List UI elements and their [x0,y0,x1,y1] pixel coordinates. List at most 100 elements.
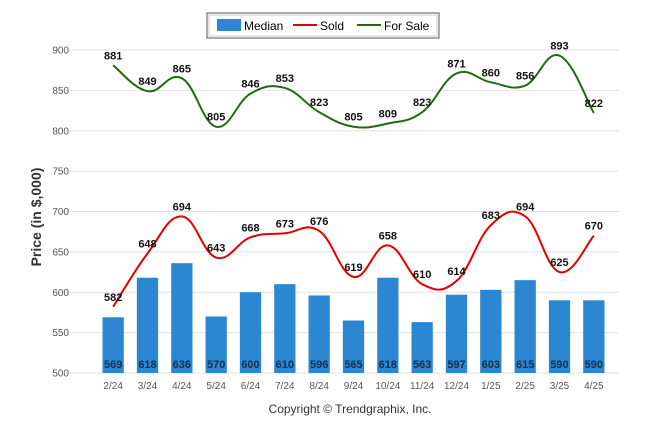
sold-point-label: 694 [173,201,192,213]
sold-point-label: 643 [207,243,225,255]
legend-forsale-label: For Sale [384,19,430,33]
series-lines [112,54,595,308]
for-sale-point-label: 860 [482,67,500,79]
median-bar [583,300,605,373]
legend-box [206,12,440,39]
y-axis-label: Price (in $,000) [28,168,44,267]
x-tick-label: 3/25 [550,381,570,392]
median-bar-label: 610 [276,359,294,371]
x-axis-ticks: 2/24 3/24 4/24 5/24 6/24 7/24 8/24 9/24 10/24 11/… [103,381,604,392]
median-bar-label: 618 [138,359,156,371]
median-bars [102,263,605,373]
x-tick-label: 4/25 [584,381,604,392]
x-tick-label: 2/25 [515,381,535,392]
y-tick-label: 550 [52,328,69,339]
x-tick-label: 10/24 [375,381,400,392]
median-bar-label: 590 [585,359,603,371]
x-tick-label: 11/24 [410,381,435,392]
for-sale-point-label: 853 [276,73,294,85]
x-tick-label: 2/24 [103,381,123,392]
for-sale-point-label: 805 [207,112,225,124]
median-bar [480,289,502,373]
for-sale-point-label: 805 [344,112,362,124]
x-tick-label: 9/24 [344,381,364,392]
median-bar [171,263,193,373]
for-sale-point-label: 809 [379,108,397,120]
x-tick-label: 6/24 [241,381,261,392]
y-axis-ticks: 500 550 600 650 700 750 800 850 900 [52,46,69,380]
sold-point-label: 694 [516,201,535,213]
sold-point-label: 648 [138,238,156,250]
median-bar-label: 570 [207,359,225,371]
for-sale-point-label: 893 [550,41,568,53]
copyright-text: Copyright © Trendgraphix, Inc. [269,402,432,416]
sold-point-label: 683 [482,210,500,222]
median-bar [308,295,330,373]
legend-median-label: Median [244,19,283,33]
sold-line [112,210,595,308]
median-bar-label: 565 [344,359,362,371]
for-sale-point-label: 849 [138,76,156,88]
for-sale-line [112,54,595,129]
median-bar [205,316,227,373]
y-tick-label: 600 [52,288,69,299]
for-sale-point-label: 881 [104,50,122,62]
sold-point-label: 668 [241,222,259,234]
x-tick-label: 7/24 [275,381,295,392]
median-bar-label: 636 [173,359,191,371]
y-tick-label: 800 [52,126,69,137]
median-bar [514,280,536,373]
median-bar [548,300,571,373]
median-bar [239,292,262,373]
median-bar-label: 569 [104,359,122,371]
median-bar-label: 603 [482,359,500,371]
for-sale-point-label: 822 [585,98,603,110]
median-bar-label: 618 [379,359,397,371]
y-tick-label: 700 [52,207,69,218]
median-bar [411,322,433,373]
median-bar [342,320,365,373]
x-tick-label: 3/24 [138,381,158,392]
x-tick-label: 5/24 [206,381,226,392]
sold-point-label: 625 [550,257,568,269]
y-tick-label: 650 [52,247,69,258]
for-sale-point-label: 823 [413,97,431,109]
sold-point-label: 614 [447,266,466,278]
for-sale-point-label: 871 [447,58,465,70]
median-bar [445,294,468,373]
median-bar-label: 597 [447,359,465,371]
for-sale-point-label: 846 [241,79,259,91]
sold-point-label: 676 [310,216,328,228]
y-tick-label: 850 [52,86,69,97]
gridlines [66,49,619,374]
median-bar [377,277,399,373]
sold-point-label: 658 [379,230,397,242]
sold-point-label: 610 [413,269,431,281]
x-tick-label: 8/24 [309,381,329,392]
y-tick-label: 900 [52,46,69,57]
median-bar-label: 563 [413,359,431,371]
y-tick-label: 500 [52,369,69,380]
sold-point-label: 673 [276,218,294,230]
for-sale-point-label: 856 [516,71,534,83]
legend-sold-label: Sold [320,19,344,33]
x-tick-label: 4/24 [172,381,192,392]
sold-point-label: 582 [104,292,122,304]
legend: Median Sold For Sale [206,12,440,39]
median-bar-label: 600 [241,359,259,371]
median-bar-label: 615 [516,359,534,371]
y-tick-label: 750 [52,167,69,178]
x-tick-label: 12/24 [444,381,469,392]
median-bar-label: 596 [310,359,328,371]
sold-point-label: 670 [585,221,603,233]
median-bar [136,277,159,373]
median-bar [274,284,296,373]
sold-point-label: 619 [344,262,362,274]
median-bar [102,317,124,373]
data-labels: 569 618 636 570 600 610 596 565 618 563 597 603 615 5… [104,41,603,371]
for-sale-point-label: 823 [310,97,328,109]
median-bar-label: 590 [550,359,568,371]
for-sale-point-label: 865 [173,63,191,75]
x-tick-label: 1/25 [481,381,501,392]
